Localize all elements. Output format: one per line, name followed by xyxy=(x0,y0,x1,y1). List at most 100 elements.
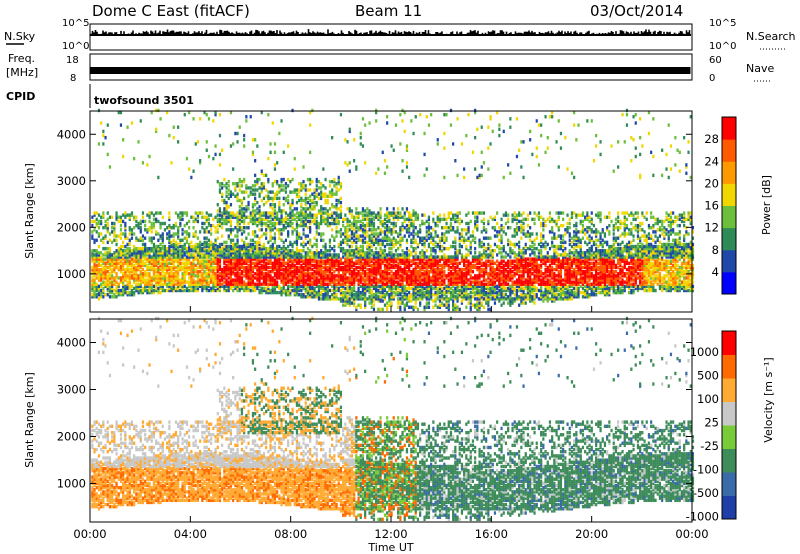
power-cell xyxy=(311,255,314,259)
power-cell xyxy=(315,282,318,286)
power-cell xyxy=(152,269,156,274)
power-cell xyxy=(104,276,107,280)
power-cell xyxy=(278,228,281,232)
power-cell xyxy=(111,269,114,274)
power-cell xyxy=(291,211,294,215)
power-cell xyxy=(128,290,131,295)
power-cell xyxy=(100,232,103,236)
power-cell xyxy=(254,219,257,224)
power-cell xyxy=(196,278,200,282)
power-cell xyxy=(311,288,314,293)
power-cell xyxy=(348,265,351,270)
power-cell xyxy=(322,278,325,282)
power-cell xyxy=(434,244,437,249)
power-cell xyxy=(240,190,244,194)
power-cell xyxy=(201,267,204,272)
power-cell xyxy=(346,299,349,303)
power-cell xyxy=(100,288,103,293)
power-cell xyxy=(282,261,285,266)
power-cell xyxy=(304,267,307,272)
power-cell xyxy=(163,246,167,251)
power-cell xyxy=(236,269,239,274)
power-cell xyxy=(364,272,367,276)
power-cell xyxy=(392,236,395,240)
power-cell xyxy=(258,192,261,196)
power-cell xyxy=(302,278,305,282)
power-cell xyxy=(245,115,248,119)
power-cell xyxy=(238,228,241,232)
power-cell xyxy=(403,303,406,307)
power-cell xyxy=(150,257,153,261)
power-cell xyxy=(168,261,171,266)
power-cell xyxy=(177,269,180,274)
power-cell xyxy=(353,276,356,280)
power-cell xyxy=(276,211,279,215)
power-cell xyxy=(267,223,270,228)
power-cell xyxy=(216,280,219,284)
power-cell xyxy=(157,255,160,259)
power-cell xyxy=(223,288,226,293)
power-cell xyxy=(111,240,114,245)
power-cell xyxy=(218,263,222,268)
power-cell xyxy=(207,269,211,274)
power-cell xyxy=(251,276,255,280)
power-cell xyxy=(427,301,431,305)
power-cell xyxy=(238,263,241,268)
power-cell xyxy=(205,215,208,219)
power-cell xyxy=(159,284,162,289)
power-cell xyxy=(361,276,365,280)
power-cell xyxy=(223,286,226,291)
power-cell xyxy=(388,303,391,307)
power-cell xyxy=(273,221,277,226)
power-cell xyxy=(390,232,393,236)
power-cell xyxy=(249,267,252,272)
power-cell xyxy=(419,288,422,293)
power-cell xyxy=(269,211,272,215)
power-cell xyxy=(150,110,153,115)
power-cell xyxy=(254,234,257,238)
power-cell xyxy=(150,211,153,215)
power-cell xyxy=(262,246,266,251)
power-cell xyxy=(234,267,237,272)
power-cell xyxy=(311,213,314,217)
power-cell xyxy=(425,238,428,242)
power-cell xyxy=(137,259,140,263)
power-cell xyxy=(122,257,125,261)
power-cell xyxy=(359,259,362,263)
power-cell xyxy=(317,284,321,289)
power-cell xyxy=(324,272,327,276)
power-cell xyxy=(216,257,219,261)
power-cell xyxy=(357,293,360,297)
power-cell xyxy=(397,240,400,245)
power-cell xyxy=(414,286,417,291)
power-cell xyxy=(291,198,294,203)
power-cell xyxy=(273,232,277,236)
power-cell xyxy=(324,192,327,196)
power-cell xyxy=(113,257,116,261)
power-cell xyxy=(243,179,246,184)
power-cell xyxy=(399,265,402,270)
power-cell xyxy=(260,269,263,274)
power-cell xyxy=(161,261,164,266)
power-cell xyxy=(258,259,261,263)
power-cell xyxy=(122,249,125,253)
power-cell xyxy=(315,221,318,226)
power-cell xyxy=(361,221,365,226)
power-cell xyxy=(113,282,116,286)
power-cell xyxy=(247,274,250,278)
power-cell xyxy=(397,257,400,261)
power-cell xyxy=(372,299,376,303)
freq-tick-bottom: 8 xyxy=(70,73,76,84)
power-cell xyxy=(203,215,206,219)
power-cell xyxy=(183,263,186,268)
power-cell xyxy=(196,280,200,284)
power-cell xyxy=(117,257,120,261)
power-cell xyxy=(326,200,329,205)
power-cell xyxy=(309,182,312,186)
power-cell xyxy=(232,253,235,257)
power-cell xyxy=(144,278,147,282)
power-cell xyxy=(135,284,138,289)
power-cell xyxy=(331,288,334,293)
power-cell xyxy=(146,251,149,255)
